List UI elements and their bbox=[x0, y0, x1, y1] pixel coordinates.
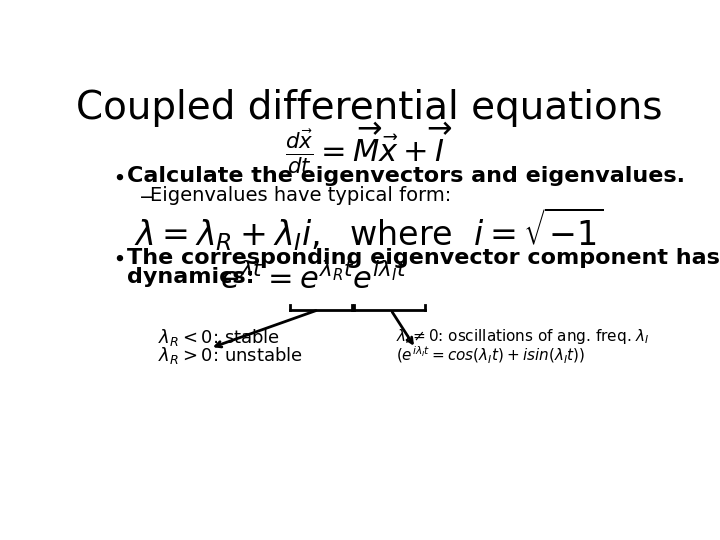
Text: $\lambda = \lambda_R + \lambda_I i,$  where  $i = \sqrt{-1}$: $\lambda = \lambda_R + \lambda_I i,$ whe… bbox=[134, 205, 604, 253]
Text: $(e^{i\lambda_I t} = cos(\lambda_I t) + isin(\lambda_I t))$: $(e^{i\lambda_I t} = cos(\lambda_I t) + … bbox=[396, 345, 585, 366]
Text: dynamics:: dynamics: bbox=[127, 267, 255, 287]
Text: Coupled differential equations: Coupled differential equations bbox=[76, 90, 662, 127]
Text: Eigenvalues have typical form:: Eigenvalues have typical form: bbox=[150, 186, 451, 205]
Text: $\lambda_R > 0$: unstable: $\lambda_R > 0$: unstable bbox=[158, 345, 303, 366]
Text: $\bullet$: $\bullet$ bbox=[112, 248, 124, 268]
Text: The corresponding eigenvector component has: The corresponding eigenvector component … bbox=[127, 248, 720, 268]
Text: Calculate the eigenvectors and eigenvalues.: Calculate the eigenvectors and eigenvalu… bbox=[127, 166, 685, 186]
Text: $e^{\lambda t} = e^{\lambda_R t}e^{i\lambda_I t}$: $e^{\lambda t} = e^{\lambda_R t}e^{i\lam… bbox=[220, 262, 408, 295]
Text: $-$: $-$ bbox=[138, 186, 154, 205]
Text: $\frac{d\vec{x}}{dt} = \overrightarrow{M}\vec{x} + \overrightarrow{I}$: $\frac{d\vec{x}}{dt} = \overrightarrow{M… bbox=[285, 120, 453, 176]
Text: $\lambda_I \neq 0$: oscillations of ang. freq. $\lambda_I$: $\lambda_I \neq 0$: oscillations of ang.… bbox=[396, 327, 649, 346]
Text: $\lambda_R < 0$: stable: $\lambda_R < 0$: stable bbox=[158, 327, 280, 348]
Text: $\bullet$: $\bullet$ bbox=[112, 166, 124, 186]
